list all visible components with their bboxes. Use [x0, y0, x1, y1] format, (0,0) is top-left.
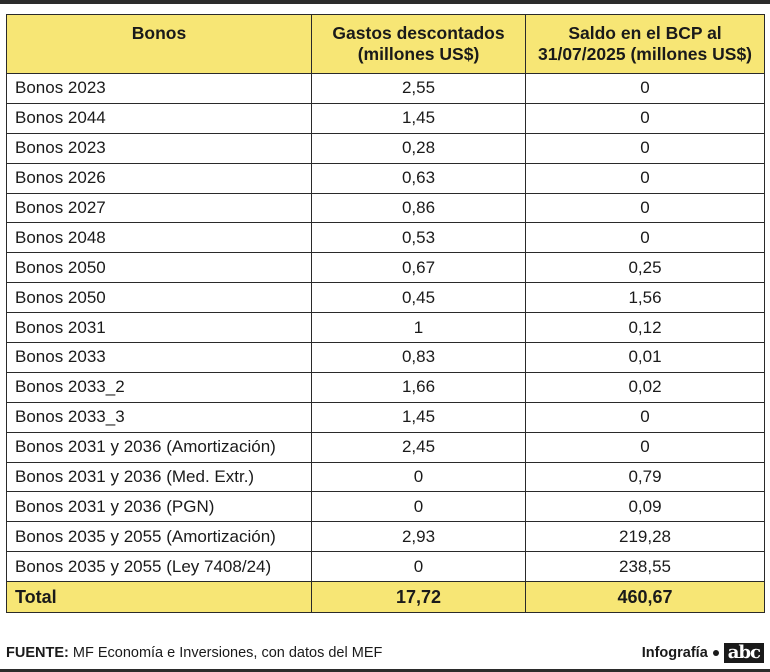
row-saldo-value: 219,28	[525, 521, 765, 553]
row-saldo-value: 0	[525, 162, 765, 194]
row-bono-name: Bonos 2033	[6, 342, 312, 373]
row-bono-name: Bonos 2044	[6, 102, 312, 134]
row-gastos-value: 1	[311, 312, 526, 344]
row-gastos-value: 0	[311, 461, 526, 493]
table-row: Bonos 2044 1,45 0	[6, 102, 765, 134]
table-row: Bonos 2031 y 2036 (Amortización) 2,45 0	[6, 431, 765, 463]
source-note: FUENTE: MF Economía e Inversiones, con d…	[6, 645, 382, 661]
row-gastos-value: 1,45	[311, 102, 526, 134]
row-gastos-value: 2,45	[311, 431, 526, 463]
row-saldo-value: 0	[525, 102, 765, 134]
row-saldo-value: 0	[525, 401, 765, 433]
footer: FUENTE: MF Economía e Inversiones, con d…	[6, 643, 764, 665]
row-saldo-value: 0,01	[525, 342, 765, 373]
source-text: MF Economía e Inversiones, con datos del…	[72, 645, 383, 661]
row-gastos-value: 0,45	[311, 282, 526, 314]
row-bono-name: Bonos 2050	[6, 282, 312, 314]
top-rule	[0, 0, 770, 4]
row-gastos-value: 0,63	[311, 162, 526, 194]
bottom-rule	[0, 669, 770, 672]
table-row: Bonos 2033 0,83 0,01	[6, 342, 765, 373]
credit: Infografía abc	[642, 643, 764, 663]
row-bono-name: Bonos 2050	[6, 252, 312, 284]
table-row: Bonos 2026 0,63 0	[6, 162, 765, 194]
row-gastos-value: 1,66	[311, 371, 526, 403]
row-gastos-value: 2,93	[311, 521, 526, 553]
row-gastos-value: 0	[311, 551, 526, 583]
table-row: Bonos 2027 0,86 0	[6, 192, 765, 224]
row-saldo-value: 0	[525, 222, 765, 254]
source-label: FUENTE:	[6, 645, 69, 661]
row-gastos-value: 0,86	[311, 192, 526, 224]
row-saldo-value: 0	[525, 192, 765, 224]
row-saldo-value: 1,56	[525, 282, 765, 314]
table-row: Bonos 2023 0,28 0	[6, 132, 765, 164]
total-row: Total 17,72 460,67	[6, 581, 765, 614]
row-saldo-value: 238,55	[525, 551, 765, 583]
row-gastos-value: 0,83	[311, 342, 526, 373]
table-row: Bonos 2050 0,45 1,56	[6, 282, 765, 314]
row-bono-name: Bonos 2031 y 2036 (Amortización)	[6, 431, 312, 463]
row-bono-name: Bonos 2035 y 2055 (Amortización)	[6, 521, 312, 553]
row-bono-name: Bonos 2031 y 2036 (Med. Extr.)	[6, 461, 312, 493]
row-saldo-value: 0	[525, 132, 765, 164]
row-gastos-value: 0,53	[311, 222, 526, 254]
row-saldo-value: 0,25	[525, 252, 765, 284]
table-row: Bonos 2033_3 1,45 0	[6, 401, 765, 433]
table-row: Bonos 2031 1 0,12	[6, 312, 765, 344]
row-bono-name: Bonos 2027	[6, 192, 312, 224]
row-gastos-value: 0	[311, 491, 526, 523]
table-row: Bonos 2035 y 2055 (Amortización) 2,93 219,…	[6, 521, 765, 553]
table-row: Bonos 2033_2 1,66 0,02	[6, 371, 765, 403]
row-saldo-value: 0	[525, 431, 765, 463]
row-saldo-value: 0,02	[525, 371, 765, 403]
total-gastos: 17,72	[311, 581, 526, 614]
row-saldo-value: 0	[525, 73, 765, 104]
row-gastos-value: 0,28	[311, 132, 526, 164]
table-row: Bonos 2031 y 2036 (PGN) 0 0,09	[6, 491, 765, 523]
row-bono-name: Bonos 2033_2	[6, 371, 312, 403]
row-bono-name: Bonos 2026	[6, 162, 312, 194]
total-label: Total	[6, 581, 312, 614]
row-saldo-value: 0,79	[525, 461, 765, 493]
row-bono-name: Bonos 2033_3	[6, 401, 312, 433]
table-row: Bonos 2050 0,67 0,25	[6, 252, 765, 284]
table-row: Bonos 2023 2,55 0	[6, 73, 765, 104]
row-bono-name: Bonos 2048	[6, 222, 312, 254]
row-bono-name: Bonos 2035 y 2055 (Ley 7408/24)	[6, 551, 312, 583]
table-body: Bonos 2023 2,55 0 Bonos 2044 1,45 0 Bonos 2023…	[6, 73, 765, 583]
row-bono-name: Bonos 2031	[6, 312, 312, 344]
table-row: Bonos 2031 y 2036 (Med. Extr.) 0 0,79	[6, 461, 765, 493]
row-saldo-value: 0,12	[525, 312, 765, 344]
table-row: Bonos 2048 0,53 0	[6, 222, 765, 254]
header-bonos: Bonos	[6, 14, 312, 74]
bullet-dot-icon	[712, 650, 719, 656]
row-gastos-value: 1,45	[311, 401, 526, 433]
row-bono-name: Bonos 2031 y 2036 (PGN)	[6, 491, 312, 523]
abc-logo: abc	[723, 643, 764, 663]
header-gastos-descontados: Gastos descontados (millones US$)	[311, 14, 526, 74]
total-saldo: 460,67	[525, 581, 765, 614]
row-gastos-value: 2,55	[311, 73, 526, 104]
bonds-table: Bonos Gastos descontados (millones US$) …	[6, 14, 765, 614]
table-header-row: Bonos Gastos descontados (millones US$) …	[6, 14, 765, 74]
header-saldo-bcp: Saldo en el BCP al 31/07/2025 (millones …	[525, 14, 765, 74]
row-bono-name: Bonos 2023	[6, 132, 312, 164]
row-gastos-value: 0,67	[311, 252, 526, 284]
row-bono-name: Bonos 2023	[6, 73, 312, 104]
table-row: Bonos 2035 y 2055 (Ley 7408/24) 0 238,55	[6, 551, 765, 583]
row-saldo-value: 0,09	[525, 491, 765, 523]
credit-text: Infografía	[641, 645, 708, 661]
